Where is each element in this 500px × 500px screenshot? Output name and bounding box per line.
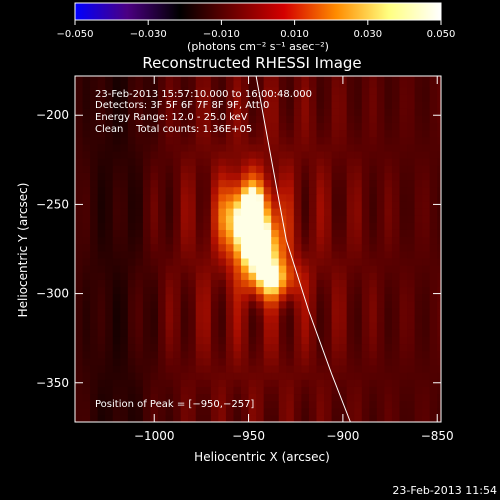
heatmap-image — [75, 76, 441, 422]
y-tick-label: −250 — [36, 197, 69, 211]
plot-area — [75, 76, 441, 422]
peak-position-label: Position of Peak = [−950,−257] — [95, 399, 254, 410]
colorbar-tick-label: −0.010 — [203, 29, 240, 40]
colorbar-tick-label: 0.050 — [427, 29, 456, 40]
annotation-detectors: Detectors: 3F 5F 6F 7F 8F 9F, Att 0 — [95, 100, 269, 111]
colorbar-tick-label: −0.030 — [130, 29, 167, 40]
y-axis-ticks: −200 −250 −300 −350 — [36, 108, 441, 390]
annotation-energy-range: Energy Range: 12.0 - 25.0 keV — [95, 112, 248, 123]
y-tick-label: −350 — [36, 376, 69, 390]
colorbar-unit-label: (photons cm⁻² s⁻¹ asec⁻²) — [187, 40, 329, 53]
colorbar-tick-label: 0.010 — [280, 29, 309, 40]
y-tick-label: −200 — [36, 108, 69, 122]
x-axis-ticks: −1000 −950 −900 −850 — [134, 76, 454, 443]
plot-frame — [74, 75, 442, 423]
solar-limb-line — [255, 76, 351, 422]
x-tick-label: −950 — [232, 429, 265, 443]
x-axis-label: Heliocentric X (arcsec) — [194, 450, 330, 464]
chart-title: Reconstructed RHESSI Image — [142, 54, 361, 72]
y-axis-label: Heliocentric Y (arcsec) — [16, 183, 30, 318]
annotation-clean-counts: Clean Total counts: 1.36E+05 — [95, 124, 252, 135]
x-tick-label: −850 — [421, 429, 454, 443]
annotation-time-range: 23-Feb-2013 15:57:10.000 to 16:00:48.000 — [95, 89, 312, 100]
colorbar-tick-label: −0.050 — [56, 29, 93, 40]
footer-date: 23-Feb-2013 11:54 — [392, 484, 497, 497]
y-tick-label: −300 — [36, 287, 69, 301]
colorbar — [74, 2, 442, 21]
x-tick-label: −1000 — [134, 429, 175, 443]
colorbar-ticks: −0.050 −0.030 −0.010 0.010 0.030 0.050 — [56, 20, 455, 40]
colorbar-tick-label: 0.030 — [353, 29, 382, 40]
x-tick-label: −900 — [326, 429, 359, 443]
